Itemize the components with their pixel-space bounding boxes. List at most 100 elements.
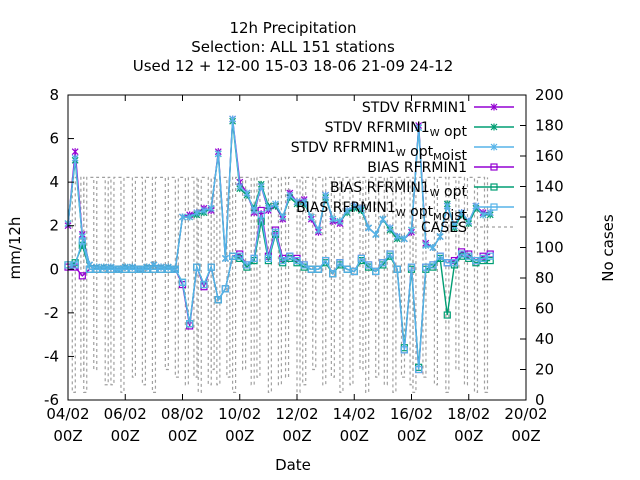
y-tick-label: 8	[49, 86, 59, 104]
point-stdv1	[71, 148, 79, 156]
point-bias3	[186, 320, 194, 328]
y2-tick-label: 160	[535, 147, 564, 165]
x-tick-label-time: 00Z	[397, 427, 426, 445]
point-stdv3	[329, 215, 337, 223]
legend-marker-stdv1	[490, 103, 498, 111]
point-bias3	[336, 259, 344, 267]
y2-tick-label: 20	[535, 361, 554, 379]
point-bias3	[71, 261, 79, 269]
y2-tick-label: 0	[535, 391, 545, 409]
point-bias3	[286, 252, 294, 260]
point-bias3	[465, 252, 473, 260]
point-bias3	[343, 265, 351, 273]
point-stdv3	[479, 211, 487, 219]
y-tick-label: 2	[49, 217, 59, 235]
x-axis-label: Date	[275, 456, 311, 474]
legend-subscript: W	[430, 128, 440, 139]
point-stdv3	[193, 209, 201, 217]
point-stdv3	[486, 209, 494, 217]
legend-label-bias2: BIAS RFRMIN1W opt	[330, 180, 468, 200]
y-tick-label: 6	[49, 130, 59, 148]
point-bias3	[214, 296, 222, 304]
legend-label-cases: CASES	[421, 220, 467, 236]
legend-entry-stdv1: STDV RFRMIN1	[362, 100, 514, 116]
legend-text-part: oist	[442, 208, 468, 224]
legend-entry-bias3: BIAS RFRMIN1W optMoist	[296, 200, 514, 224]
axes: 86420-2-4-620018016014012010080604020004…	[44, 86, 564, 445]
x-tick-label: 16/02	[390, 405, 433, 423]
legend-marker-bias1	[490, 163, 498, 171]
x-tick-label: 20/02	[504, 405, 547, 423]
point-bias3	[221, 285, 230, 293]
point-stdv3	[200, 206, 208, 214]
point-bias3	[157, 265, 165, 273]
legend-entry-stdv3: STDV RFRMIN1W optMoist	[291, 140, 514, 164]
point-bias3	[121, 265, 129, 273]
legend-text-part: opt	[440, 124, 468, 140]
y2-tick-label: 80	[535, 269, 554, 287]
legend-text-part: STDV RFRMIN1	[325, 120, 430, 136]
x-tick-label-time: 00Z	[282, 427, 311, 445]
y2-tick-label: 60	[535, 300, 554, 318]
point-bias3	[164, 265, 172, 273]
point-stdv3	[458, 209, 466, 217]
legend-text-part: BIAS RFRMIN1	[367, 160, 467, 176]
x-tick-label-time: 00Z	[111, 427, 140, 445]
point-bias3	[457, 250, 466, 258]
point-stdv3	[264, 204, 272, 212]
point-bias3	[400, 346, 408, 354]
legend-label-bias1: BIAS RFRMIN1	[367, 160, 467, 176]
point-stdv3	[307, 213, 315, 221]
point-bias3	[128, 265, 137, 273]
point-bias3	[386, 250, 394, 258]
point-bias3	[329, 270, 337, 278]
point-bias3	[293, 256, 301, 265]
point-stdv3	[365, 224, 372, 232]
point-stdv3	[257, 183, 265, 190]
point-bias2	[443, 311, 451, 319]
point-bias3	[193, 263, 201, 271]
point-bias3	[322, 256, 330, 265]
x-tick-label: 18/02	[447, 405, 490, 423]
point-bias3	[372, 267, 380, 276]
legend-marker-bias2	[490, 183, 498, 191]
point-bias3	[250, 254, 258, 262]
point-bias3	[271, 228, 280, 236]
legend-subscript: W	[396, 208, 406, 219]
series-bias3	[64, 211, 494, 374]
y-tick-label: -6	[44, 391, 59, 409]
point-bias3	[264, 254, 272, 262]
point-bias3	[436, 252, 444, 260]
point-bias3	[85, 265, 94, 273]
point-bias3	[472, 256, 480, 265]
series-layer	[64, 115, 494, 374]
legend-label-stdv1: STDV RFRMIN1	[362, 100, 467, 116]
x-tick-label-time: 00Z	[511, 427, 540, 445]
point-stdv3	[214, 150, 222, 158]
x-tick-label-time: 00Z	[53, 427, 82, 445]
point-bias3	[393, 265, 401, 273]
point-stdv3	[408, 226, 415, 234]
point-stdv3	[429, 244, 437, 251]
y2-tick-label: 40	[535, 330, 554, 348]
point-bias3	[379, 259, 387, 267]
point-stdv3	[272, 200, 279, 208]
point-bias3	[486, 252, 494, 260]
point-stdv3	[350, 202, 358, 210]
point-bias3	[257, 211, 265, 219]
y2-tick-label: 200	[535, 86, 564, 104]
x-tick-label: 04/02	[46, 405, 89, 423]
x-tick-label-time: 00Z	[340, 427, 369, 445]
x-tick-label: 06/02	[104, 405, 147, 423]
point-stdv3	[315, 226, 322, 234]
cases-line	[71, 176, 489, 393]
point-bias3	[307, 265, 315, 273]
point-stdv3	[386, 224, 394, 232]
point-bias3	[207, 263, 215, 271]
point-stdv3	[336, 217, 344, 225]
point-bias3	[143, 265, 151, 273]
y-tick-label: 4	[49, 173, 59, 191]
y2-tick-label: 140	[535, 178, 564, 196]
